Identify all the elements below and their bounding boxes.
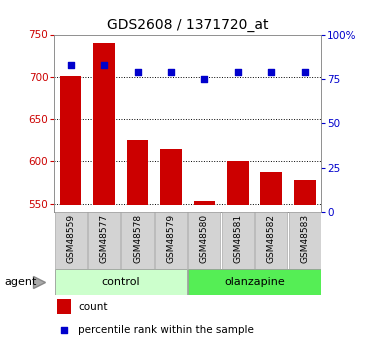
Text: GSM48579: GSM48579: [166, 214, 176, 263]
Bar: [55, 212, 87, 269]
Bar: [127, 140, 148, 205]
Text: olanzapine: olanzapine: [224, 277, 285, 287]
Text: percentile rank within the sample: percentile rank within the sample: [78, 325, 254, 335]
Bar: [57, 299, 71, 314]
Bar: [188, 212, 221, 269]
Text: GSM48583: GSM48583: [300, 214, 309, 263]
Text: GSM48580: GSM48580: [200, 214, 209, 263]
Point: [168, 69, 174, 75]
Point: [201, 76, 208, 82]
Point: [268, 69, 275, 75]
Bar: [294, 180, 316, 205]
Bar: [160, 149, 182, 205]
Bar: [155, 212, 187, 269]
Bar: [227, 161, 249, 205]
Bar: [121, 212, 154, 269]
Text: agent: agent: [4, 277, 37, 286]
Bar: [222, 212, 254, 269]
Bar: [55, 269, 187, 295]
Text: control: control: [102, 277, 140, 287]
Title: GDS2608 / 1371720_at: GDS2608 / 1371720_at: [107, 18, 268, 32]
Bar: [93, 43, 115, 205]
Bar: [260, 171, 282, 205]
Bar: [88, 212, 120, 269]
Text: count: count: [78, 302, 107, 312]
Text: GSM48577: GSM48577: [100, 214, 109, 263]
Text: GSM48582: GSM48582: [267, 214, 276, 263]
Text: GSM48559: GSM48559: [66, 214, 75, 263]
Bar: [255, 212, 287, 269]
Bar: [289, 212, 321, 269]
Point: [235, 69, 241, 75]
Point: [67, 62, 74, 68]
Point: [101, 62, 107, 68]
Bar: [194, 201, 215, 205]
Text: GSM48578: GSM48578: [133, 214, 142, 263]
Point: [61, 327, 67, 333]
Bar: [188, 269, 321, 295]
Point: [302, 69, 308, 75]
Text: GSM48581: GSM48581: [233, 214, 243, 263]
Bar: [60, 76, 82, 205]
Point: [134, 69, 141, 75]
